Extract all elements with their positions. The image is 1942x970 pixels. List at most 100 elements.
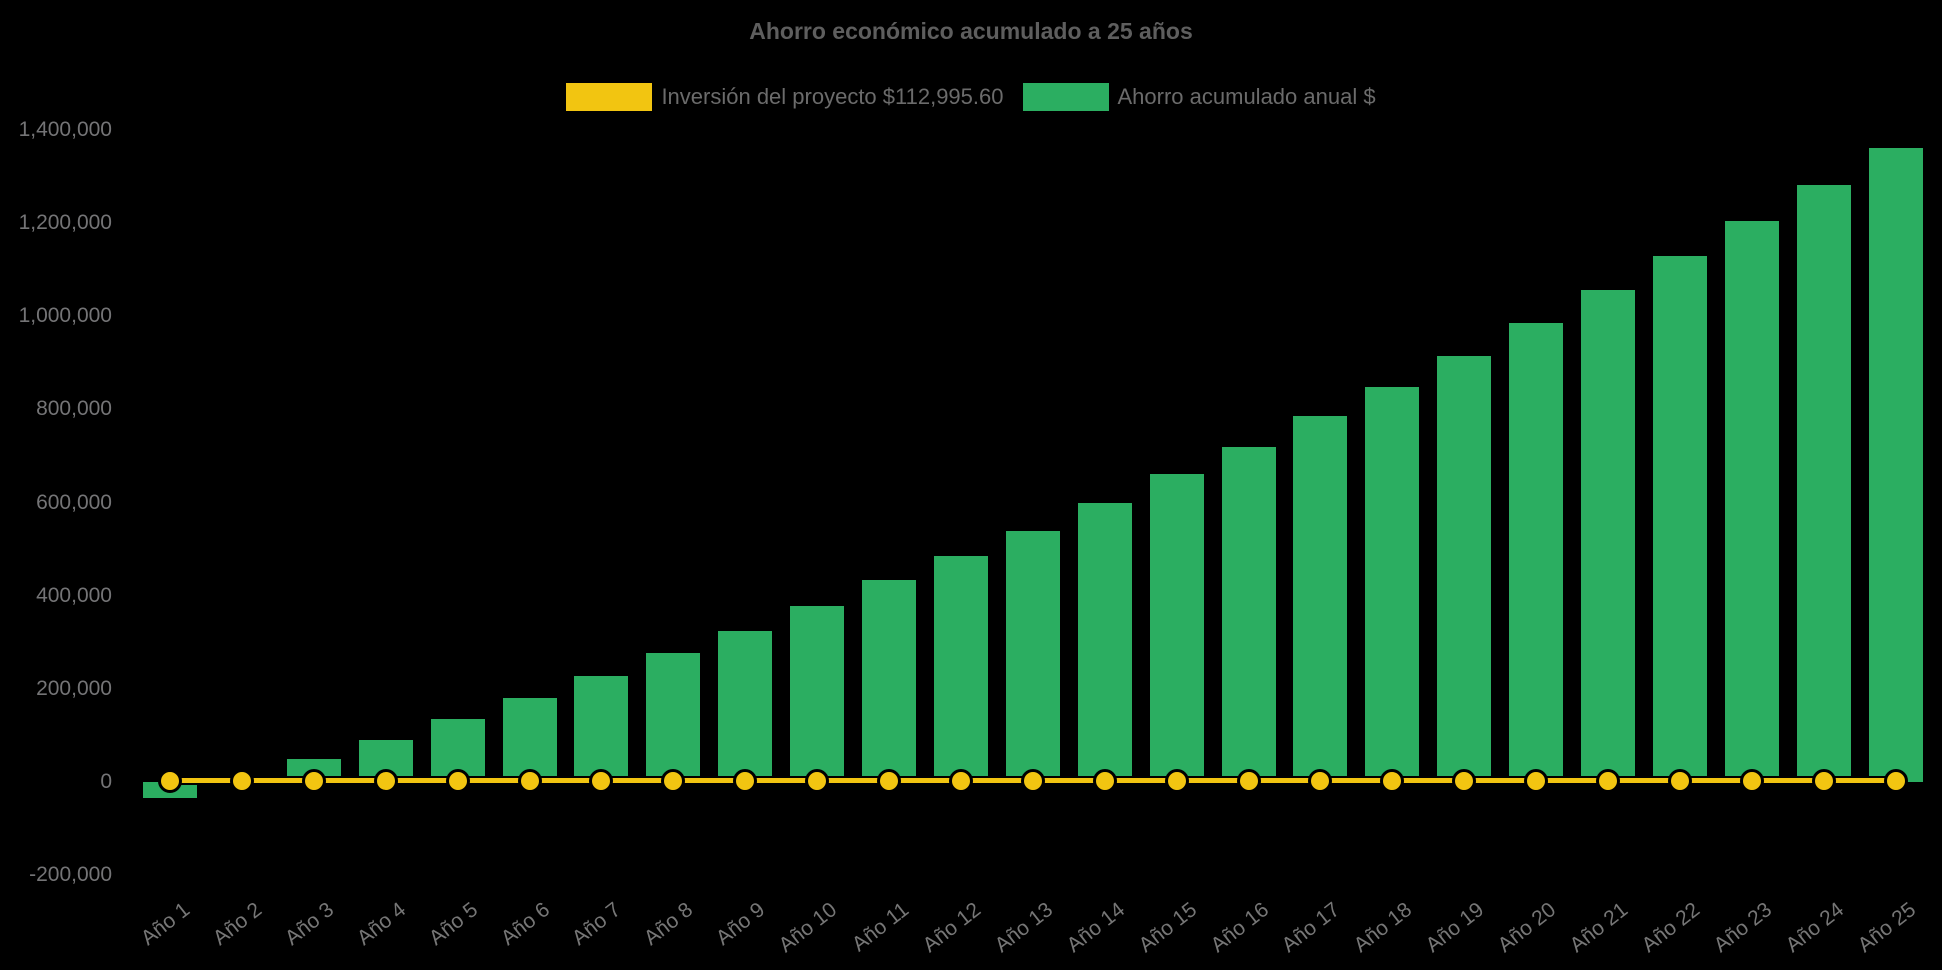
bar-ano-11 <box>862 580 916 783</box>
x-axis-tick-label: Año 11 <box>847 898 914 957</box>
investment-line-marker <box>589 769 614 794</box>
x-axis-tick-label: Año 22 <box>1637 898 1705 958</box>
investment-line-segment <box>673 777 746 783</box>
investment-line-marker <box>158 769 182 794</box>
x-axis-tick-label: Año 8 <box>640 898 698 950</box>
bar-ano-7 <box>574 676 629 783</box>
investment-line-segment <box>889 777 961 783</box>
y-axis-tick-label: 0 <box>100 770 112 794</box>
x-axis-tick-label: Año 13 <box>990 898 1057 958</box>
investment-line-marker <box>1883 769 1908 794</box>
investment-line-segment <box>1464 777 1537 783</box>
x-axis-tick-label: Año 9 <box>711 898 770 950</box>
investment-line-marker <box>1811 769 1836 794</box>
bar-ano-23 <box>1724 220 1779 783</box>
investment-line-segment <box>817 777 889 783</box>
investment-line-segment <box>313 777 386 783</box>
x-axis-tick-label: Año 3 <box>280 898 338 950</box>
bar-ano-10 <box>790 606 845 783</box>
investment-line-marker <box>733 769 758 794</box>
legend-label-inversion: Inversión del proyecto $112,995.60 <box>661 84 1004 109</box>
legend-swatch-yellow-icon <box>566 83 653 111</box>
bar-ano-8 <box>646 653 701 783</box>
x-axis-tick-label: Año 16 <box>1206 898 1273 958</box>
bar-ano-15 <box>1149 474 1204 783</box>
investment-line-marker <box>373 769 398 794</box>
x-axis-tick-label: Año 1 <box>136 898 195 950</box>
investment-line-marker <box>1524 769 1549 794</box>
bar-ano-13 <box>1005 530 1060 783</box>
investment-line-segment <box>1176 777 1249 783</box>
x-axis-tick-label: Año 17 <box>1277 898 1345 958</box>
investment-line-segment <box>241 777 314 783</box>
investment-line-marker <box>517 769 542 794</box>
x-axis-tick-label: Año 21 <box>1565 898 1633 958</box>
investment-line-marker <box>1380 769 1405 794</box>
legend-label-ahorro: Ahorro acumulado anual $ <box>1117 84 1376 109</box>
investment-line-marker <box>877 769 901 794</box>
investment-line-segment <box>1823 777 1896 783</box>
x-axis-tick-label: Año 6 <box>496 898 554 950</box>
chart-title: Ahorro económico acumulado a 25 años <box>749 18 1193 44</box>
investment-line-marker <box>1092 769 1117 794</box>
y-axis-tick-label: 1,000,000 <box>18 304 112 328</box>
x-axis-tick-label: Año 4 <box>352 898 410 950</box>
x-axis-tick-label: Año 19 <box>1421 898 1489 958</box>
investment-line-segment <box>1104 777 1177 783</box>
investment-line-marker <box>948 769 973 794</box>
y-axis-tick-label: 400,000 <box>36 583 112 607</box>
investment-line-marker <box>805 769 830 794</box>
investment-line-marker <box>1164 769 1189 794</box>
legend-item-ahorro[interactable]: Ahorro acumulado anual $ <box>1022 83 1376 111</box>
x-axis-tick-label: Año 2 <box>208 898 267 950</box>
bar-ano-16 <box>1221 446 1276 783</box>
investment-line-marker <box>1596 769 1620 794</box>
investment-line-segment <box>1536 777 1608 783</box>
legend: Inversión del proyecto $112,995.60 Ahorr… <box>0 83 1942 111</box>
investment-line-segment <box>457 777 530 783</box>
x-axis-tick-label: Año 7 <box>568 898 626 950</box>
bar-ano-14 <box>1077 502 1132 783</box>
bar-ano-19 <box>1437 355 1492 783</box>
y-axis-tick-label: 1,200,000 <box>18 211 112 235</box>
investment-line-segment <box>385 777 458 783</box>
x-axis-tick-label: Año 10 <box>774 898 842 958</box>
x-axis-tick-label: Año 14 <box>1062 898 1129 958</box>
investment-line-segment <box>1248 777 1321 783</box>
investment-line-marker <box>661 769 686 794</box>
investment-line-marker <box>301 769 326 794</box>
x-axis-tick-label: Año 5 <box>424 898 482 950</box>
bar-ano-6 <box>502 698 557 783</box>
investment-line-marker <box>1452 769 1477 794</box>
investment-line-segment <box>529 777 602 783</box>
bar-ano-25 <box>1868 148 1923 783</box>
bar-ano-18 <box>1365 387 1420 783</box>
investment-line-marker <box>1308 769 1333 794</box>
investment-line-segment <box>170 777 242 783</box>
x-axis-tick-label: Año 15 <box>1134 898 1201 958</box>
investment-line-marker <box>445 769 470 794</box>
bar-ano-20 <box>1509 323 1564 783</box>
investment-line-segment <box>1320 777 1393 783</box>
bar-ano-17 <box>1293 416 1348 783</box>
investment-line-segment <box>1679 777 1752 783</box>
y-axis-tick-label: 1,400,000 <box>18 118 112 141</box>
investment-line-marker <box>1236 769 1261 794</box>
y-axis-tick-label: 200,000 <box>36 676 112 700</box>
bar-ano-24 <box>1796 184 1851 783</box>
legend-item-inversion[interactable]: Inversión del proyecto $112,995.60 <box>566 83 1004 111</box>
x-axis-tick-label: Año 18 <box>1349 898 1417 958</box>
bar-ano-12 <box>933 555 988 783</box>
investment-line-marker <box>1667 769 1692 794</box>
investment-line-segment <box>601 777 674 783</box>
investment-line-segment <box>1608 777 1680 783</box>
x-axis-tick-label: Año 23 <box>1709 898 1776 958</box>
y-axis-tick-label: 800,000 <box>36 397 112 421</box>
x-axis-tick-label: Año 20 <box>1493 898 1561 958</box>
bar-ano-21 <box>1581 289 1635 783</box>
x-axis-tick-label: Año 25 <box>1853 898 1920 958</box>
y-axis-tick-label: 600,000 <box>36 490 112 514</box>
legend-swatch-green-icon <box>1022 83 1109 111</box>
investment-line-marker <box>229 769 254 794</box>
